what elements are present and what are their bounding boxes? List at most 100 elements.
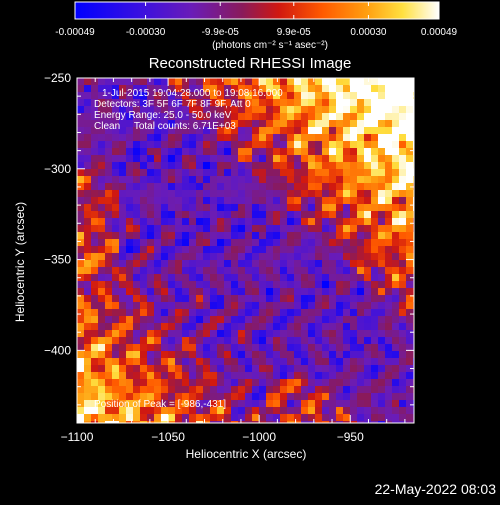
heatmap-cell xyxy=(203,295,211,303)
heatmap-cell xyxy=(189,407,197,415)
heatmap-cell xyxy=(168,372,176,380)
heatmap-cell xyxy=(252,302,260,310)
heatmap-cell xyxy=(77,337,85,345)
heatmap-cell xyxy=(238,106,246,114)
heatmap-cell xyxy=(175,211,183,219)
heatmap-cell xyxy=(98,323,106,331)
heatmap-cell xyxy=(203,344,211,352)
heatmap-cell xyxy=(98,379,106,387)
heatmap-cell xyxy=(217,176,225,184)
heatmap-cell xyxy=(266,239,274,247)
heatmap-cell xyxy=(336,148,344,156)
heatmap-cell xyxy=(175,288,183,296)
heatmap-cell xyxy=(392,78,400,86)
colorbar xyxy=(74,1,440,20)
heatmap-cell xyxy=(175,239,183,247)
heatmap-cell xyxy=(371,113,379,121)
heatmap-cell xyxy=(399,358,407,366)
heatmap-cell xyxy=(308,421,316,423)
heatmap-cell xyxy=(175,302,183,310)
heatmap-cell xyxy=(126,239,134,247)
heatmap-cell xyxy=(322,309,330,317)
heatmap-cell xyxy=(203,211,211,219)
heatmap-cell xyxy=(364,365,372,373)
heatmap-cell xyxy=(161,232,169,240)
heatmap-cell xyxy=(182,78,190,86)
heatmap-cell xyxy=(182,141,190,149)
heatmap-cell xyxy=(378,281,386,289)
heatmap-cell xyxy=(224,386,232,394)
heatmap-cell xyxy=(77,295,85,303)
heatmap-cell xyxy=(371,232,379,240)
heatmap-cell xyxy=(399,239,407,247)
heatmap-cell xyxy=(406,302,414,310)
heatmap-cell xyxy=(266,344,274,352)
heatmap-cell xyxy=(168,400,176,408)
heatmap-cell xyxy=(252,127,260,135)
heatmap-cell xyxy=(315,204,323,212)
heatmap-cell xyxy=(238,148,246,156)
heatmap-cell xyxy=(182,120,190,128)
heatmap-cell xyxy=(364,421,372,423)
heatmap-cell xyxy=(168,267,176,275)
heatmap-cell xyxy=(196,274,204,282)
heatmap-cell xyxy=(91,162,99,170)
heatmap-cell xyxy=(245,113,253,121)
heatmap-cell xyxy=(406,92,414,100)
heatmap-cell xyxy=(364,190,372,198)
heatmap-cell xyxy=(112,148,120,156)
heatmap-cell xyxy=(147,169,155,177)
heatmap-cell xyxy=(84,295,92,303)
heatmap-cell xyxy=(350,281,358,289)
heatmap-cell xyxy=(77,407,85,415)
heatmap-cell xyxy=(266,169,274,177)
heatmap-cell xyxy=(231,323,239,331)
heatmap-cell xyxy=(210,400,218,408)
heatmap-cell xyxy=(91,274,99,282)
heatmap-cell xyxy=(301,183,309,191)
heatmap-cell xyxy=(189,127,197,135)
heatmap-cell xyxy=(259,183,267,191)
heatmap-cell xyxy=(364,176,372,184)
heatmap-cell xyxy=(238,113,246,121)
heatmap-cell xyxy=(84,337,92,345)
heatmap-cell xyxy=(259,316,267,324)
heatmap-cell xyxy=(119,204,127,212)
heatmap-cell xyxy=(133,197,141,205)
heatmap-cell xyxy=(77,386,85,394)
heatmap-cell xyxy=(154,232,162,240)
heatmap-cell xyxy=(378,183,386,191)
heatmap-cell xyxy=(91,190,99,198)
heatmap-cell xyxy=(140,113,148,121)
heatmap-cell xyxy=(224,295,232,303)
heatmap-cell xyxy=(112,169,120,177)
heatmap-cell xyxy=(378,204,386,212)
heatmap-cell xyxy=(322,407,330,415)
heatmap-cell xyxy=(175,232,183,240)
heatmap-cell xyxy=(224,393,232,401)
heatmap-cell xyxy=(77,78,85,86)
heatmap-cell xyxy=(399,351,407,359)
heatmap-cell xyxy=(378,386,386,394)
heatmap-cell xyxy=(336,358,344,366)
heatmap-cell xyxy=(210,393,218,401)
heatmap-cell xyxy=(308,351,316,359)
heatmap-cell xyxy=(322,267,330,275)
heatmap-cell xyxy=(168,337,176,345)
heatmap-cell xyxy=(287,239,295,247)
heatmap-cell xyxy=(371,120,379,128)
heatmap-cell xyxy=(245,302,253,310)
heatmap-cell xyxy=(294,232,302,240)
heatmap-cell xyxy=(140,309,148,317)
heatmap-cell xyxy=(210,330,218,338)
heatmap-cell xyxy=(329,386,337,394)
heatmap-cell xyxy=(182,218,190,226)
chart-title: Reconstructed RHESSI Image xyxy=(149,55,352,72)
heatmap-cell xyxy=(245,155,253,163)
heatmap-cell xyxy=(364,78,372,86)
heatmap-cell xyxy=(238,141,246,149)
heatmap-cell xyxy=(280,309,288,317)
heatmap-cell xyxy=(182,337,190,345)
heatmap-cell xyxy=(399,414,407,422)
heatmap-cell xyxy=(161,372,169,380)
